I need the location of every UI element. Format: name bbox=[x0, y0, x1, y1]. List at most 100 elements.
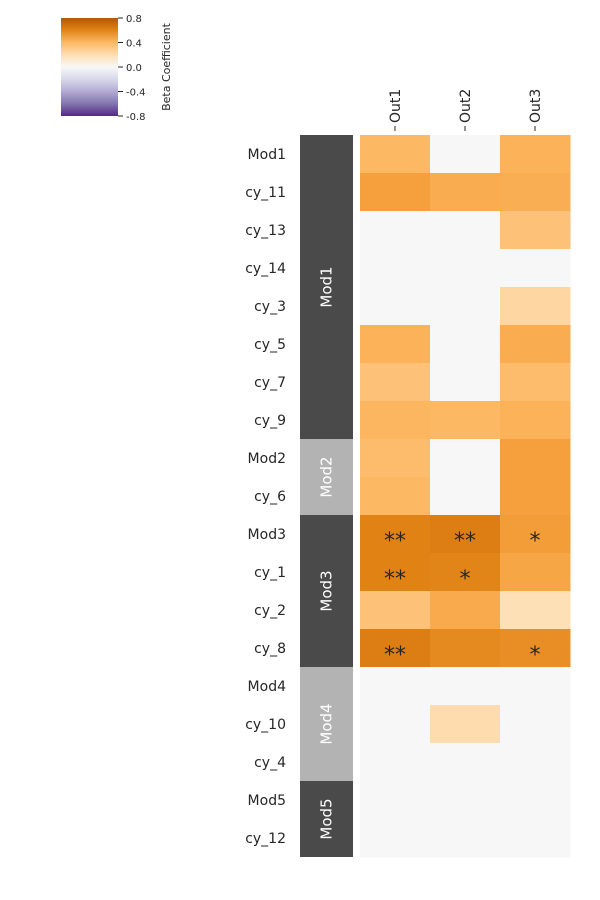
heatmap-cell bbox=[360, 401, 431, 440]
significance-marker: ** bbox=[454, 529, 476, 554]
heatmap-cell bbox=[430, 705, 501, 744]
heatmap-cell bbox=[360, 211, 431, 250]
colorbar: 0.8 0.4 0.0 -0.4 -0.8 Beta Coefficient bbox=[61, 14, 173, 123]
significance-marker: ** bbox=[384, 567, 406, 592]
heatmap-cell bbox=[500, 591, 571, 630]
module-bar bbox=[300, 439, 353, 515]
heatmap-cell bbox=[500, 667, 571, 706]
row-label: cy_11 bbox=[245, 185, 286, 201]
colorbar-tick-label: 0.0 bbox=[126, 63, 142, 74]
heatmap-cell bbox=[500, 325, 571, 364]
colorbar-tick-label: -0.8 bbox=[126, 112, 146, 123]
row-label: cy_7 bbox=[254, 375, 286, 391]
heatmap-cell bbox=[430, 401, 501, 440]
module-label: Mod5 bbox=[318, 798, 336, 839]
heatmap-cell bbox=[430, 363, 501, 402]
row-label: cy_13 bbox=[245, 223, 286, 239]
heatmap-cell bbox=[360, 667, 431, 706]
row-label: cy_3 bbox=[254, 299, 286, 315]
module-label: Mod1 bbox=[318, 266, 336, 307]
column-label: Out1 bbox=[388, 89, 404, 123]
heatmap-cell bbox=[500, 173, 571, 212]
colorbar-label: Beta Coefficient bbox=[160, 22, 173, 111]
colorbar-tick-label: 0.8 bbox=[126, 14, 142, 25]
module-label: Mod4 bbox=[318, 703, 336, 744]
heatmap-cell bbox=[430, 249, 501, 288]
heatmap-cell bbox=[360, 743, 431, 782]
row-label: cy_1 bbox=[254, 565, 286, 581]
module-bar bbox=[300, 667, 353, 781]
row-label: cy_14 bbox=[245, 261, 286, 277]
heatmap-cell bbox=[360, 173, 431, 212]
heatmap-cell bbox=[430, 629, 501, 668]
row-label: cy_5 bbox=[254, 337, 286, 353]
heatmap-cell bbox=[500, 363, 571, 402]
module-bar bbox=[300, 135, 353, 439]
heatmap-cell bbox=[430, 515, 501, 554]
heatmap-cell bbox=[500, 211, 571, 250]
heatmap-cell bbox=[360, 439, 431, 478]
colorbar-gradient bbox=[61, 18, 118, 116]
row-label: cy_12 bbox=[245, 831, 286, 847]
heatmap-cell bbox=[500, 781, 571, 820]
heatmap-cell bbox=[430, 439, 501, 478]
colorbar-tick-label: 0.4 bbox=[126, 39, 142, 50]
heatmap-cell bbox=[360, 591, 431, 630]
heatmap-cell bbox=[500, 705, 571, 744]
row-label: cy_10 bbox=[245, 717, 286, 733]
heatmap-cell bbox=[430, 173, 501, 212]
heatmap-cell bbox=[430, 135, 501, 174]
heatmap-cell bbox=[360, 477, 431, 516]
significance-marker: * bbox=[530, 529, 541, 554]
row-label: cy_9 bbox=[254, 413, 286, 429]
heatmap-cell bbox=[500, 249, 571, 288]
heatmap-cell bbox=[360, 325, 431, 364]
heatmap-cell bbox=[500, 515, 571, 554]
module-label: Mod2 bbox=[318, 456, 336, 497]
row-label: cy_6 bbox=[254, 489, 286, 505]
heatmap-cell bbox=[500, 553, 571, 592]
row-label: cy_8 bbox=[254, 641, 286, 657]
column-label: Out2 bbox=[458, 89, 474, 123]
heatmap-cell bbox=[500, 135, 571, 174]
row-label: Mod5 bbox=[248, 793, 286, 809]
heatmap-cell bbox=[500, 629, 571, 668]
heatmap-cell bbox=[360, 135, 431, 174]
column-label: Out3 bbox=[528, 89, 544, 123]
heatmap-cell bbox=[500, 477, 571, 516]
heatmap-cell bbox=[360, 287, 431, 326]
module-label: Mod3 bbox=[318, 570, 336, 611]
significance-marker: * bbox=[530, 643, 541, 668]
row-label: Mod4 bbox=[248, 679, 287, 695]
row-label: Mod3 bbox=[248, 527, 286, 543]
heatmap-cell bbox=[430, 287, 501, 326]
colorbar-tick-label: -0.4 bbox=[126, 88, 146, 99]
heatmap-cell bbox=[430, 477, 501, 516]
heatmap-cell bbox=[360, 819, 431, 858]
heatmap-cell bbox=[360, 705, 431, 744]
row-label: Mod1 bbox=[248, 147, 286, 163]
heatmap-cell bbox=[500, 401, 571, 440]
module-bar bbox=[300, 781, 353, 857]
heatmap-cell bbox=[430, 743, 501, 782]
module-bar bbox=[300, 515, 353, 667]
significance-marker: ** bbox=[384, 529, 406, 554]
heatmap-cell bbox=[430, 211, 501, 250]
heatmap-cell bbox=[430, 553, 501, 592]
heatmap-cell bbox=[360, 553, 431, 592]
heatmap-cell bbox=[430, 667, 501, 706]
heatmap-cell bbox=[500, 743, 571, 782]
heatmap-cell bbox=[360, 363, 431, 402]
heatmap-cell bbox=[360, 629, 431, 668]
heatmap-cell bbox=[500, 439, 571, 478]
significance-marker: ** bbox=[384, 643, 406, 668]
heatmap-cell bbox=[360, 249, 431, 288]
row-label: cy_2 bbox=[254, 603, 286, 619]
heatmap-cell bbox=[500, 819, 571, 858]
row-label: Mod2 bbox=[248, 451, 286, 467]
heatmap-cell bbox=[430, 325, 501, 364]
heatmap-cell bbox=[430, 819, 501, 858]
heatmap-cell bbox=[430, 781, 501, 820]
row-label: cy_4 bbox=[254, 755, 286, 771]
heatmap-cell bbox=[360, 781, 431, 820]
